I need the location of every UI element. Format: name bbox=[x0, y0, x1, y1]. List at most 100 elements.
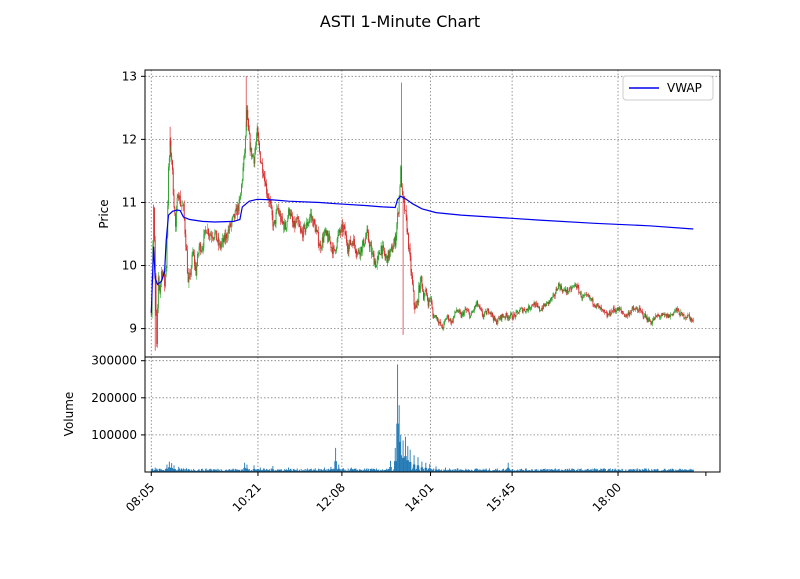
volume-bar bbox=[512, 469, 514, 472]
price-candle-body bbox=[586, 294, 588, 296]
price-candle-body bbox=[234, 210, 236, 219]
volume-bar bbox=[449, 469, 451, 472]
price-candle-body bbox=[199, 243, 201, 247]
price-candle-body bbox=[597, 305, 599, 307]
price-candle-body bbox=[405, 209, 407, 218]
price-candle-body bbox=[359, 252, 361, 256]
volume-bar bbox=[154, 467, 156, 472]
price-candle-body bbox=[307, 223, 309, 226]
price-candle-body bbox=[413, 290, 415, 305]
price-candle-body bbox=[620, 309, 622, 311]
price-candle-body bbox=[164, 274, 166, 287]
price-candle-body bbox=[252, 154, 253, 158]
price-candle-body bbox=[514, 315, 516, 317]
volume-bar bbox=[361, 469, 362, 472]
price-candle-body bbox=[377, 255, 379, 260]
price-candle-body bbox=[474, 306, 475, 311]
volume-bar bbox=[659, 470, 661, 472]
volume-bar bbox=[215, 469, 217, 472]
price-candle-body bbox=[505, 313, 507, 318]
volume-bar bbox=[251, 469, 253, 472]
price-candle-body bbox=[509, 316, 511, 319]
price-candle-body bbox=[278, 210, 280, 216]
volume-bar bbox=[308, 469, 310, 472]
volume-bar bbox=[375, 468, 377, 472]
price-candle-body bbox=[607, 314, 609, 317]
volume-bar bbox=[594, 468, 595, 472]
volume-bar bbox=[470, 470, 471, 472]
volume-bar bbox=[496, 468, 498, 472]
volume-bar bbox=[560, 470, 562, 472]
price-candle-body bbox=[520, 308, 522, 310]
volume-bar bbox=[429, 463, 431, 472]
volume-bar bbox=[616, 470, 618, 472]
price-candle-body bbox=[464, 308, 466, 312]
volume-bar bbox=[442, 470, 444, 472]
volume-bar bbox=[447, 469, 449, 472]
price-candle-body bbox=[503, 316, 505, 318]
volume-bar bbox=[593, 469, 595, 472]
price-candle-body bbox=[243, 155, 245, 168]
price-candle-body bbox=[384, 253, 386, 258]
price-candle-body bbox=[173, 194, 175, 208]
price-candle-body bbox=[556, 288, 558, 291]
price-candle-body bbox=[226, 234, 228, 239]
volume-bar bbox=[358, 469, 360, 472]
price-candle-body bbox=[493, 316, 495, 321]
price-candle-body bbox=[402, 191, 404, 197]
volume-bar bbox=[441, 470, 443, 472]
price-candle-body bbox=[530, 307, 532, 309]
volume-bar bbox=[191, 470, 193, 472]
price-candle-body bbox=[681, 311, 683, 313]
price-candle-body bbox=[681, 312, 683, 316]
price-candle-body bbox=[230, 223, 232, 227]
price-candle-body bbox=[655, 315, 657, 317]
price-candle-body bbox=[673, 312, 675, 315]
price-candle-body bbox=[282, 221, 284, 224]
price-candle-body bbox=[619, 309, 621, 310]
price-candle-body bbox=[387, 250, 389, 263]
volume-bar bbox=[244, 467, 246, 472]
price-candle-body bbox=[197, 254, 199, 266]
volume-bar bbox=[670, 468, 672, 472]
volume-bar bbox=[412, 468, 413, 472]
volume-bar bbox=[221, 470, 223, 472]
price-candle-body bbox=[396, 224, 398, 236]
volume-bar bbox=[673, 469, 675, 472]
price-candle-body bbox=[245, 126, 247, 136]
volume-bar bbox=[681, 469, 683, 472]
price-candle-body bbox=[213, 237, 215, 239]
price-candle-body bbox=[289, 213, 291, 216]
price-candle-body bbox=[155, 275, 157, 311]
price-candle-body bbox=[528, 305, 530, 311]
price-candle-body bbox=[671, 313, 673, 315]
volume-bar bbox=[568, 470, 570, 472]
volume-bar bbox=[525, 468, 526, 472]
volume-bar bbox=[198, 469, 200, 472]
price-candle-body bbox=[668, 314, 670, 318]
volume-bar bbox=[594, 468, 596, 472]
volume-bar bbox=[363, 470, 365, 472]
price-candle-body bbox=[690, 318, 692, 321]
volume-bar bbox=[189, 469, 191, 472]
volume-bar bbox=[276, 470, 278, 472]
volume-bar bbox=[544, 468, 546, 472]
price-candle-body bbox=[517, 312, 519, 314]
price-candle-body bbox=[381, 245, 383, 255]
price-candle-body bbox=[463, 312, 464, 316]
price-candle-body bbox=[431, 302, 433, 309]
volume-bars bbox=[150, 364, 694, 472]
volume-bar bbox=[585, 470, 587, 472]
volume-bar bbox=[241, 469, 242, 472]
price-candle-body bbox=[175, 213, 177, 227]
price-candle-body bbox=[466, 309, 468, 311]
volume-bar bbox=[571, 468, 573, 472]
volume-bar bbox=[546, 469, 548, 472]
volume-bar bbox=[313, 469, 315, 472]
volume-bar bbox=[216, 468, 218, 472]
price-candle-body bbox=[301, 231, 303, 233]
price-candle-body bbox=[630, 312, 632, 314]
price-candle-body bbox=[263, 176, 265, 177]
price-candle-body bbox=[610, 314, 612, 316]
